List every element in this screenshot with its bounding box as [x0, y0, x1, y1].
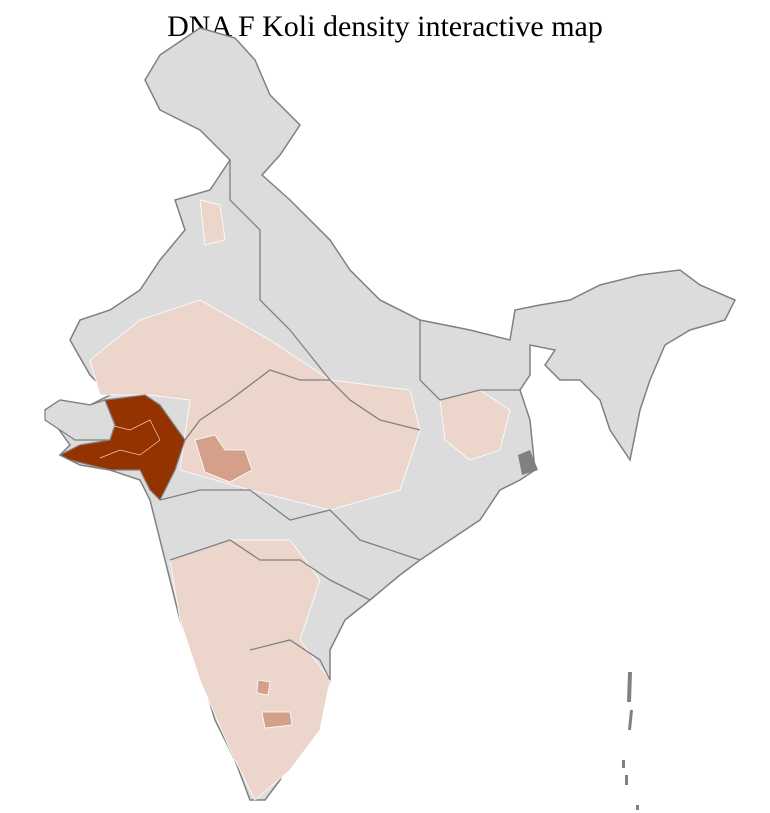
region-low-north[interactable]: [199, 199, 226, 246]
region-medium-1[interactable]: [194, 434, 253, 483]
region-medium-2[interactable]: [256, 679, 271, 696]
state-border-6: [249, 639, 331, 681]
state-border-5: [169, 539, 371, 601]
andaman-islands[interactable]: [622, 672, 639, 810]
region-medium-3[interactable]: [261, 711, 293, 729]
region-low-south[interactable]: [169, 539, 331, 801]
state-border-3: [229, 160, 331, 381]
state-border-1: [184, 369, 421, 441]
region-high-gujarat[interactable]: [58, 394, 186, 502]
map-title: DNA F Koli density interactive map: [167, 10, 603, 43]
sundarbans-coast[interactable]: [518, 450, 538, 475]
state-border-4: [419, 320, 520, 401]
state-border-2: [159, 489, 421, 561]
region-kutch[interactable]: [44, 399, 116, 441]
district-borders-gujarat: [99, 419, 161, 459]
region-low-central[interactable]: [89, 299, 421, 511]
